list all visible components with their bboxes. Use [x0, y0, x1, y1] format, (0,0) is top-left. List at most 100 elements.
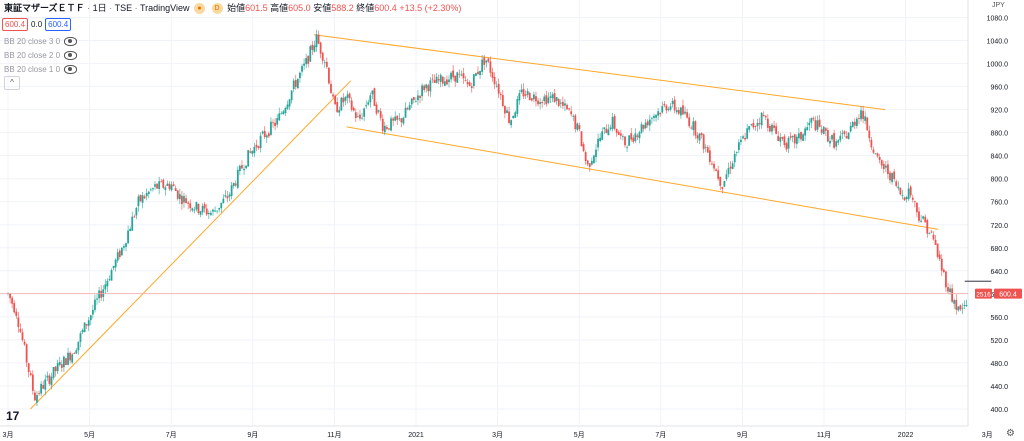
candle-body: [940, 258, 943, 271]
time-tick-label: 2022: [898, 432, 914, 439]
candle-body: [913, 201, 916, 203]
collapse-legend-button[interactable]: ^: [4, 76, 20, 90]
candle-body: [924, 216, 927, 223]
candle-body: [452, 70, 455, 78]
candle-body: [663, 103, 666, 106]
candle-body: [706, 147, 709, 153]
candle-body: [537, 100, 539, 105]
sell-price-button[interactable]: 600.4: [2, 18, 29, 31]
candle-body: [29, 373, 32, 375]
candle-body: [858, 117, 860, 119]
candle-body: [497, 83, 500, 94]
symbol-title[interactable]: 東証マザーズＥＴＦ: [4, 3, 85, 13]
candle-body: [564, 103, 566, 106]
candle-body: [270, 121, 272, 135]
candle-body: [282, 111, 285, 115]
candle-body: [96, 298, 98, 300]
candle-body: [756, 122, 759, 127]
candle-body: [717, 170, 720, 179]
price-tick-label: 840.0: [990, 154, 1008, 161]
candle-body: [131, 216, 134, 231]
candle-body: [292, 80, 295, 90]
candle-body: [657, 111, 660, 116]
candle-body: [938, 254, 941, 259]
time-tick-label: 3月: [3, 431, 14, 439]
candle-body: [568, 108, 570, 110]
candle-body: [193, 209, 196, 211]
trendline-channel-bottom: [346, 126, 939, 230]
candle-body: [224, 195, 227, 197]
candle-body: [439, 74, 442, 82]
candle-body: [905, 197, 908, 200]
candle-body: [874, 153, 877, 155]
candle-body: [719, 176, 722, 186]
indicator-bb-2[interactable]: BB 20 close 2 0: [4, 51, 78, 60]
candle-body: [394, 116, 397, 121]
eye-icon[interactable]: [64, 37, 78, 46]
candle-body: [87, 320, 90, 326]
time-tick-label: 9月: [247, 431, 258, 439]
candle-body: [361, 117, 363, 119]
candle-body: [472, 74, 475, 87]
candle-body: [417, 95, 419, 101]
candle-body: [79, 333, 82, 342]
candle-body: [824, 128, 827, 131]
candle-body: [27, 363, 30, 373]
indicator-bb-3[interactable]: BB 20 close 3 0: [4, 37, 78, 46]
time-axis[interactable]: 3月 5月 7月 9月 11月 2021 3月 5月 7月 9月 11月 2022 3月: [0, 425, 993, 439]
price-axis[interactable]: 400.0440.0480.0520.0560.0600.0640.0680.0…: [967, 0, 1024, 441]
candle-body: [462, 73, 465, 79]
candle-body: [334, 95, 337, 105]
interval-label[interactable]: 1日: [92, 3, 107, 13]
grid-lines: [0, 0, 988, 426]
candle-body: [245, 165, 248, 169]
candle-body: [377, 110, 380, 112]
candle-body: [317, 34, 320, 44]
candle-body: [860, 110, 862, 120]
candle-body: [402, 117, 405, 124]
candle-body: [230, 185, 233, 197]
eye-icon[interactable]: [64, 65, 78, 74]
candle-body: [19, 328, 22, 332]
candle-body: [390, 118, 392, 131]
candle-body: [727, 168, 730, 175]
candle-body: [65, 358, 67, 365]
candle-body: [907, 188, 910, 200]
candle-body: [518, 93, 521, 101]
candle-body: [806, 127, 809, 131]
candle-body: [884, 165, 887, 168]
candle-body: [688, 117, 691, 127]
candle-body: [108, 279, 111, 281]
candle-body: [176, 190, 179, 199]
candle-body: [551, 94, 554, 99]
candle-body: [731, 163, 734, 169]
candle-body: [949, 288, 951, 293]
delay-badge: D: [211, 3, 223, 15]
candle-body: [880, 160, 883, 166]
candle-body: [40, 383, 43, 394]
currency-label[interactable]: JPY: [992, 2, 1005, 9]
candle-body: [367, 102, 370, 105]
buy-price-button[interactable]: 600.4: [45, 18, 72, 31]
gear-icon[interactable]: ⚙: [1006, 428, 1015, 439]
candle-body: [241, 165, 243, 169]
price-tick-label: 400.0: [990, 407, 1008, 414]
last-price-label: 600.4: [999, 292, 1017, 299]
trendlines[interactable]: [30, 34, 939, 410]
candle-body: [808, 122, 811, 126]
indicator-bb-1[interactable]: BB 20 close 1 0: [4, 65, 78, 74]
candle-body: [866, 117, 869, 131]
candle-body: [338, 109, 341, 113]
candle-body: [812, 118, 815, 120]
candle-body: [470, 86, 473, 88]
candle-body: [458, 73, 461, 75]
candle-body: [52, 367, 55, 378]
eye-icon[interactable]: [64, 51, 78, 60]
candle-body: [590, 160, 593, 165]
candle-body: [754, 126, 757, 127]
candle-body: [9, 293, 11, 299]
candle-body: [187, 202, 190, 204]
candle-body: [265, 135, 268, 138]
candle-body: [344, 96, 347, 101]
